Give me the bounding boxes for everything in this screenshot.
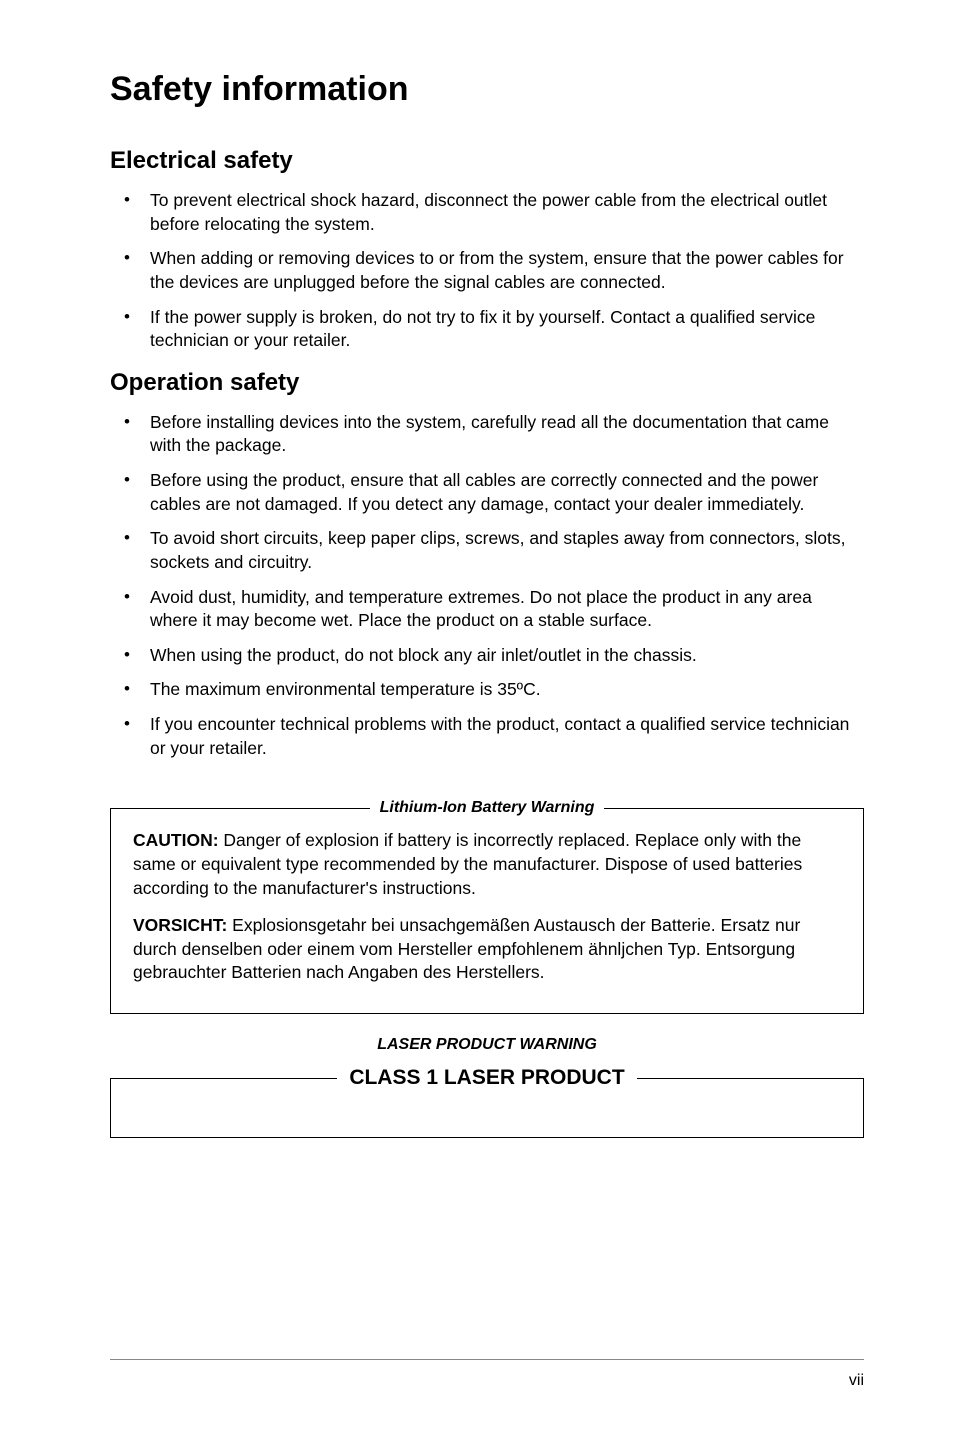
laser-warning-label-2: CLASS 1 LASER PRODUCT [337,1066,636,1090]
electrical-list: To prevent electrical shock hazard, disc… [110,189,864,353]
operation-list: Before installing devices into the syste… [110,411,864,761]
lithium-warning: Lithium-Ion Battery Warning CAUTION: Dan… [110,790,864,1014]
lithium-warning-box: CAUTION: Danger of explosion if battery … [110,808,864,1014]
electrical-heading: Electrical safety [110,147,864,175]
caution-paragraph: CAUTION: Danger of explosion if battery … [133,829,841,900]
list-item: If you encounter technical problems with… [110,713,864,760]
list-item: To prevent electrical shock hazard, disc… [110,189,864,236]
list-item: Before installing devices into the syste… [110,411,864,458]
list-item: When using the product, do not block any… [110,644,864,668]
laser-warning-label-1: LASER PRODUCT WARNING [110,1036,864,1054]
list-item: The maximum environmental temperature is… [110,678,864,702]
caution-text: Danger of explosion if battery is incorr… [133,830,802,897]
lithium-warning-label: Lithium-Ion Battery Warning [370,799,605,817]
vorsicht-paragraph: VORSICHT: Explosionsgetahr bei unsachgem… [133,914,841,985]
list-item: To avoid short circuits, keep paper clip… [110,527,864,574]
list-item: Avoid dust, humidity, and temperature ex… [110,586,864,633]
operation-heading: Operation safety [110,369,864,397]
vorsicht-label: VORSICHT: [133,915,227,935]
list-item: If the power supply is broken, do not tr… [110,306,864,353]
page-title: Safety information [110,70,864,109]
list-item: Before using the product, ensure that al… [110,469,864,516]
page-number: vii [849,1372,864,1389]
page-footer: vii [110,1359,864,1390]
list-item: When adding or removing devices to or fr… [110,247,864,294]
caution-label: CAUTION: [133,830,219,850]
vorsicht-text: Explosionsgetahr bei unsachgemäßen Austa… [133,915,800,982]
laser-warning: LASER PRODUCT WARNING CLASS 1 LASER PROD… [110,1036,864,1138]
document-page: Safety information Electrical safety To … [0,0,954,1438]
